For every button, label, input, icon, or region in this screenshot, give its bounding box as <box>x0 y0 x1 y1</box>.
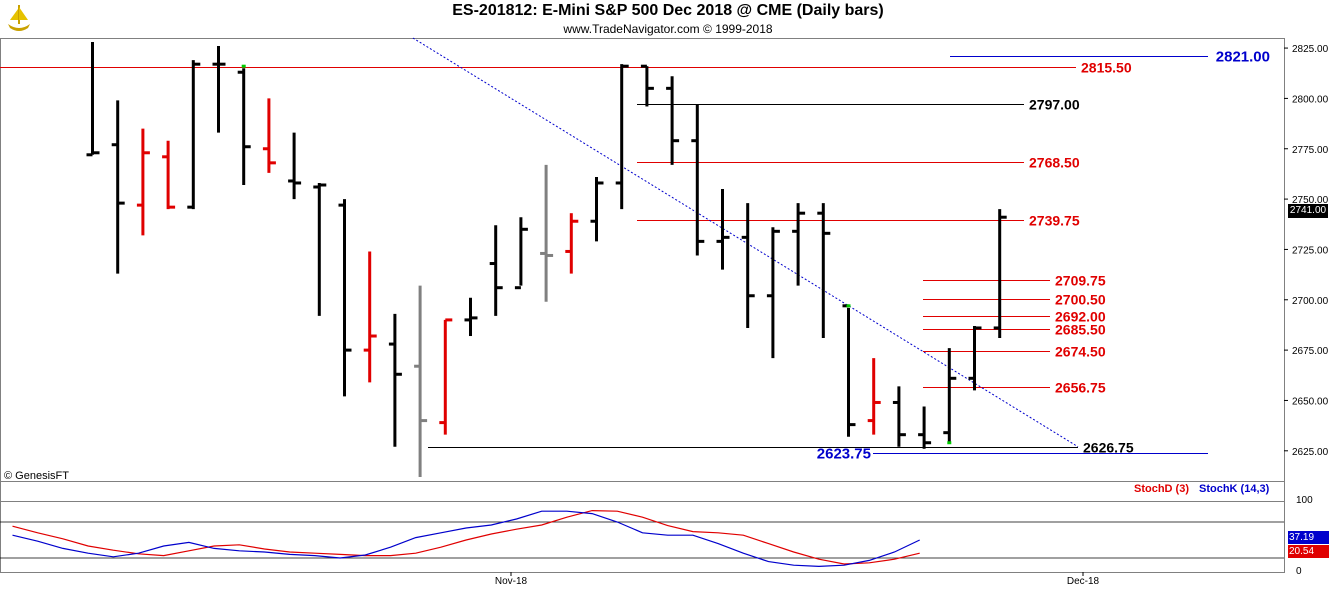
price-level-label: 2709.75 <box>1055 273 1106 289</box>
price-level-label: 2674.50 <box>1055 344 1106 360</box>
last-price-tag: 2741.00 <box>1288 204 1328 218</box>
ohlc-bar <box>565 213 579 274</box>
x-tick-label: Dec-18 <box>1067 576 1100 587</box>
ohlc-bar <box>817 203 831 339</box>
trendline-layer <box>412 37 1079 448</box>
x-tick-label: Nov-18 <box>495 576 528 587</box>
ohlc-bar <box>262 98 276 173</box>
ohlc-bar <box>918 406 932 449</box>
ohlc-bar <box>111 100 125 274</box>
ohlc-bar <box>968 325 982 391</box>
ohlc-bar <box>993 209 1007 339</box>
legend-stoch-d: StochD (3) <box>1134 483 1189 495</box>
ohlc-bar <box>590 176 604 242</box>
price-level-label: 2815.50 <box>1081 60 1132 76</box>
stoch-tick-label: 0 <box>1296 566 1302 577</box>
ohlc-bar <box>237 68 251 185</box>
y-tick-label: 2700.00 <box>1292 296 1329 307</box>
ohlc-bar <box>136 128 150 236</box>
y-tick-label: 2800.00 <box>1292 94 1329 105</box>
ohlc-bar <box>489 225 503 316</box>
ohlc-bar <box>766 227 780 359</box>
price-level-label: 2797.00 <box>1029 97 1080 113</box>
ohlc-bar <box>691 104 705 256</box>
price-level-label: 2623.75 <box>817 446 871 463</box>
ohlc-bar <box>842 304 856 437</box>
ohlc-bar <box>666 76 680 165</box>
copyright-label: © GenesisFT <box>4 470 69 482</box>
y-tick-label: 2650.00 <box>1292 396 1329 407</box>
chart-title: ES-201812: E-Mini S&P 500 Dec 2018 @ CME… <box>452 2 884 19</box>
ship-logo-icon <box>4 2 34 34</box>
y-tick-label: 2775.00 <box>1292 145 1329 156</box>
ohlc-bars <box>86 42 1007 477</box>
ohlc-bar <box>514 217 528 290</box>
ohlc-bar <box>464 297 478 337</box>
ohlc-bar <box>943 348 957 443</box>
date-axis: Nov-18 Dec-18 <box>495 572 1100 587</box>
ohlc-bar <box>640 64 654 107</box>
price-level-label: 2821.00 <box>1216 49 1270 66</box>
ohlc-bar <box>86 42 100 157</box>
chart-frames <box>0 38 1285 573</box>
price-levels: 2821.00 2815.50 2797.00 2768.50 2739.75 2709.… <box>0 49 1270 463</box>
ohlc-bar <box>792 203 806 286</box>
y-tick-label: 2725.00 <box>1292 245 1329 256</box>
y-tick-label: 2625.00 <box>1292 447 1329 458</box>
chart-subtitle: www.TradeNavigator.com © 1999-2018 <box>563 22 773 36</box>
price-level-label: 2692.00 <box>1055 309 1106 325</box>
ohlc-bar <box>615 64 629 210</box>
ohlc-bar <box>212 46 226 133</box>
price-level-label: 2656.75 <box>1055 380 1106 396</box>
stoch-line <box>12 509 920 565</box>
ohlc-bar <box>414 285 428 477</box>
stoch-panel-frame <box>0 481 1285 573</box>
ohlc-bar <box>892 386 906 447</box>
price-level-label: 2739.75 <box>1029 213 1080 229</box>
y-tick-label: 2750.00 <box>1292 195 1329 206</box>
price-level-label: 2700.50 <box>1055 292 1106 308</box>
stochastic-panel <box>12 509 920 568</box>
ohlc-bar <box>187 60 201 210</box>
ohlc-bar <box>716 189 730 270</box>
stoch-d-value-tag: 20.54 <box>1288 545 1329 558</box>
y-tick-label: 2825.00 <box>1292 44 1329 55</box>
ohlc-bar <box>363 251 377 383</box>
stoch-tick-label: 100 <box>1296 495 1313 506</box>
ohlc-bar <box>867 358 881 435</box>
price-level-label: 2768.50 <box>1029 155 1080 171</box>
legend-stoch-k: StochK (14,3) <box>1199 483 1270 495</box>
ohlc-bar <box>388 313 402 447</box>
price-level-label: 2685.50 <box>1055 322 1106 338</box>
price-axis: 2825.00 2800.00 2775.00 2750.00 2725.00 2700.… <box>1284 44 1329 577</box>
ohlc-bar <box>741 203 755 328</box>
ohlc-bar <box>338 199 352 397</box>
dotted-trendline <box>412 37 1079 448</box>
stoch-line <box>12 510 920 568</box>
ohlc-bar <box>162 140 176 210</box>
stoch-k-value-tag: 37.19 <box>1288 531 1329 544</box>
ohlc-bar <box>540 164 554 302</box>
ohlc-bar <box>313 182 327 316</box>
price-level-label: 2626.75 <box>1083 440 1134 456</box>
ohlc-bar <box>439 318 453 435</box>
ohlc-bar <box>288 132 302 200</box>
y-tick-label: 2675.00 <box>1292 346 1329 357</box>
